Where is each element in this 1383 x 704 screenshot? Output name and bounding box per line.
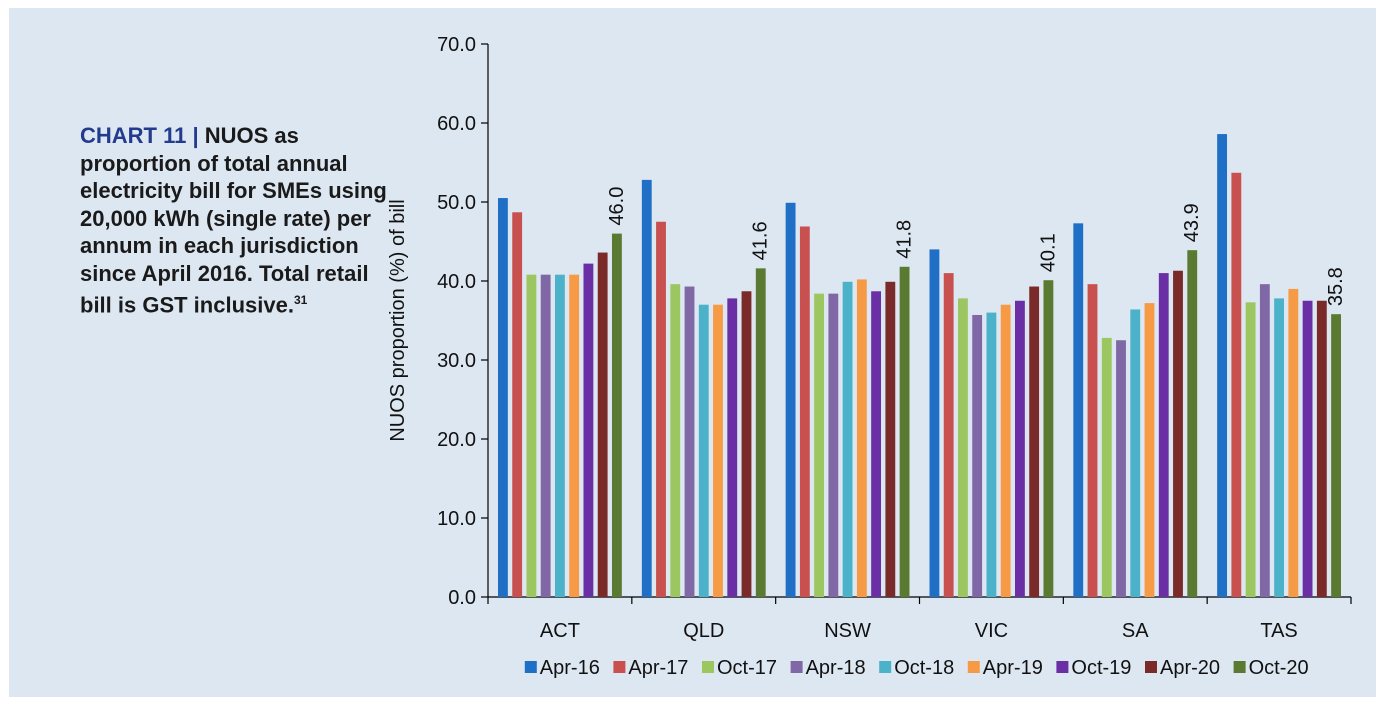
legend-swatch	[524, 661, 537, 673]
bar	[1029, 286, 1040, 597]
bar	[670, 284, 681, 597]
bar	[741, 291, 752, 597]
y-tick-label: 0.0	[448, 587, 476, 609]
legend-label: Oct-19	[1071, 657, 1131, 679]
footnote-marker: 31	[293, 293, 308, 307]
bar	[540, 274, 551, 597]
x-tick-label: TAS	[1260, 620, 1297, 642]
bar	[641, 179, 652, 597]
legend-label: Apr-18	[806, 657, 866, 679]
bar	[1274, 298, 1285, 597]
legend-swatch	[790, 661, 803, 673]
bar	[957, 298, 968, 597]
bar	[814, 293, 825, 597]
bar	[1231, 172, 1242, 597]
bar	[1259, 284, 1270, 597]
bar	[856, 279, 867, 597]
bar	[498, 198, 508, 598]
y-tick-label: 30.0	[437, 350, 476, 372]
y-axis-title: NUOS proportion (%) of bill	[387, 199, 409, 441]
bar	[1331, 314, 1341, 597]
data-label: 41.6	[750, 221, 772, 260]
bar	[1073, 223, 1084, 597]
bar	[986, 312, 997, 597]
bar	[842, 281, 853, 597]
data-label: 40.1	[1037, 233, 1059, 272]
bar	[899, 266, 910, 597]
y-tick-label: 50.0	[437, 192, 476, 214]
legend-swatch	[879, 661, 892, 673]
caption-text: NUOS as proportion of total annual elect…	[80, 123, 387, 318]
bar	[1173, 270, 1183, 597]
bar	[554, 274, 565, 597]
y-tick-label: 40.0	[437, 271, 476, 293]
y-tick-label: 20.0	[437, 429, 476, 451]
bar	[828, 293, 839, 597]
x-tick-label: ACT	[540, 620, 580, 642]
legend-label: Oct-18	[894, 657, 954, 679]
bar	[1316, 300, 1327, 597]
chart-caption: CHART 11 | NUOS as proportion of total a…	[80, 122, 400, 319]
bar	[929, 249, 940, 597]
data-label: 35.8	[1325, 267, 1347, 306]
bar	[1288, 288, 1299, 597]
bar	[943, 273, 954, 597]
data-label: 43.9	[1181, 203, 1203, 242]
legend-label: Apr-17	[628, 657, 688, 679]
legend-label: Oct-17	[717, 657, 777, 679]
legend-label: Apr-16	[540, 657, 600, 679]
bar	[785, 202, 796, 598]
bar	[1187, 250, 1198, 597]
bar	[656, 221, 666, 597]
bar	[713, 304, 723, 597]
bar	[597, 252, 608, 597]
y-tick-label: 60.0	[437, 113, 476, 135]
legend-swatch	[1145, 661, 1157, 673]
legend-swatch	[702, 661, 714, 673]
bar	[611, 233, 622, 597]
bar	[871, 291, 882, 597]
bar	[512, 212, 523, 597]
data-label: 41.8	[894, 220, 916, 259]
bar	[684, 286, 695, 597]
x-tick-label: VIC	[975, 620, 1008, 642]
bar	[1217, 134, 1228, 597]
bar	[698, 304, 709, 597]
x-tick-label: SA	[1122, 620, 1149, 642]
chart-number: CHART 11 |	[80, 123, 205, 148]
bar	[1014, 300, 1025, 597]
bar	[755, 268, 766, 597]
x-tick-label: QLD	[683, 620, 724, 642]
y-tick-label: 70.0	[437, 34, 476, 56]
bar	[1130, 309, 1141, 597]
bar	[972, 314, 983, 597]
bar	[1043, 280, 1054, 597]
legend-swatch	[1056, 661, 1069, 673]
bar	[583, 263, 594, 597]
bar	[799, 226, 810, 598]
bar	[1101, 337, 1112, 597]
bar	[1144, 303, 1155, 597]
bar	[727, 298, 738, 597]
x-tick-label: NSW	[824, 620, 871, 642]
legend-label: Apr-20	[1160, 657, 1220, 679]
legend-swatch	[967, 661, 980, 673]
legend-swatch	[613, 661, 626, 673]
bar	[885, 281, 896, 597]
bar	[1158, 273, 1169, 597]
bar	[1116, 340, 1126, 597]
bar	[1245, 302, 1256, 597]
bar	[1087, 284, 1098, 597]
bar	[1000, 304, 1011, 597]
legend-label: Oct-20	[1249, 657, 1309, 679]
bar	[526, 274, 537, 597]
legend-swatch	[1233, 661, 1246, 673]
bar	[569, 274, 580, 597]
y-tick-label: 10.0	[437, 508, 476, 530]
bar	[1302, 300, 1313, 597]
legend-label: Apr-19	[983, 657, 1043, 679]
data-label: 46.0	[606, 187, 628, 226]
